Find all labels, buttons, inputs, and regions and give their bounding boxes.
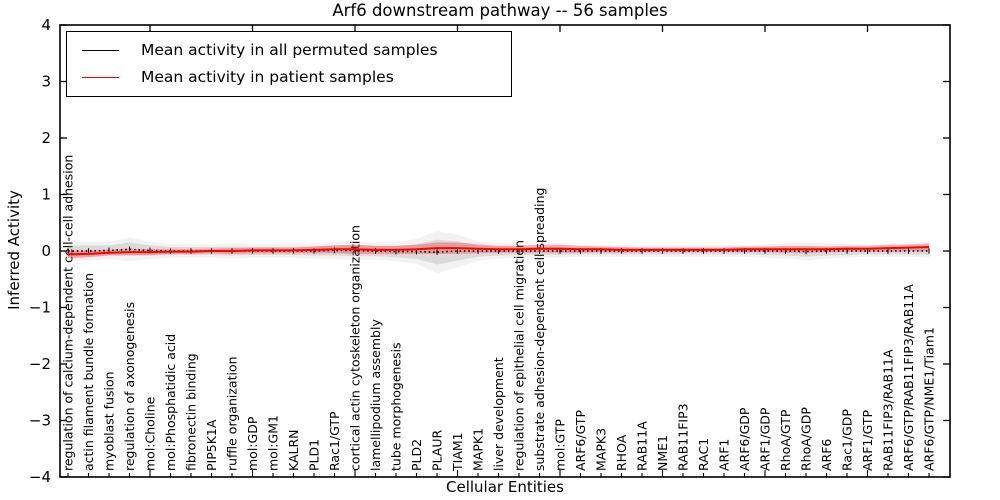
entity-label: RAB11FIP3/RAB11A (881, 349, 896, 471)
x-axis-label: Cellular Entities (446, 478, 564, 496)
entity-label: MAPK3 (594, 428, 609, 471)
entity-label: ARF1/GDP (758, 407, 773, 471)
entity-label: ARF6/GTP/RAB11FIP3/RAB11A (901, 284, 916, 471)
entity-label: RAB11FIP3 (676, 403, 691, 471)
y-axis-label: Inferred Activity (5, 190, 23, 310)
y-tick-label: 3 (41, 73, 51, 91)
y-tick-label: −3 (29, 412, 51, 430)
entity-label: regulation of epithelial cell migration (512, 240, 527, 471)
entity-label: mol:Phosphatidic acid (163, 334, 178, 471)
entity-label: ARF6 (819, 439, 834, 471)
entity-label: RAC1 (696, 438, 711, 471)
entity-label: liver development (491, 357, 506, 471)
entity-label: cortical actin cytoskeleton organization (348, 225, 363, 471)
entity-label: ARF1 (717, 439, 732, 471)
entity-label: PLAUR (430, 430, 445, 471)
legend-line-red-icon (82, 76, 119, 78)
entity-label: RhoA/GDP (799, 407, 814, 471)
entity-label: regulation of axonogenesis (122, 302, 137, 471)
legend-entry-patient: Mean activity in patient samples (67, 67, 511, 86)
entity-label: mol:Choline (143, 396, 158, 471)
entity-label: Rac1/GTP (327, 411, 342, 471)
entity-label: substrate adhesion-dependent cell spread… (532, 188, 547, 471)
entity-label: NME1 (655, 435, 670, 471)
y-tick-label: −1 (29, 299, 51, 317)
y-tick-label: −4 (29, 468, 51, 486)
entity-label: ARF1/GTP (860, 410, 875, 471)
entity-label: KALRN (286, 429, 301, 471)
entity-label: RhoA/GTP (778, 409, 793, 471)
y-tick-label: 1 (41, 186, 51, 204)
y-tick-label: 4 (41, 16, 51, 34)
entity-label: fibronectin binding (184, 353, 199, 471)
entity-label: mol:GDP (245, 416, 260, 471)
legend: Mean activity in all permuted samples Me… (66, 31, 512, 97)
entity-label: mol:GM1 (266, 415, 281, 471)
entity-label: PLD1 (307, 439, 322, 471)
chart-title: Arf6 downstream pathway -- 56 samples (332, 1, 668, 20)
entity-label: myoblast fusion (102, 371, 117, 471)
legend-label-permuted: Mean activity in all permuted samples (141, 41, 438, 59)
entity-label: lamellipodium assembly (368, 319, 383, 471)
entity-label: ARF6/GTP/NME1/Tiam1 (922, 327, 937, 471)
entity-label: actin filament bundle formation (81, 273, 96, 471)
entity-label: ARF6/GDP (737, 407, 752, 471)
entity-label: tube morphogenesis (389, 342, 404, 471)
entity-label: mol:GTP (553, 419, 568, 471)
entity-label: PIP5K1A (204, 419, 219, 471)
entity-label: RHOA (614, 434, 629, 471)
entity-label: PLD2 (409, 439, 424, 471)
y-tick-label: 2 (41, 129, 51, 147)
entity-label: TIAM1 (450, 432, 465, 472)
entity-label: ruffle organization (225, 356, 240, 471)
entity-label: RAB11A (635, 421, 650, 471)
legend-line-black-icon (82, 50, 119, 52)
legend-label-patient: Mean activity in patient samples (141, 67, 394, 86)
y-tick-label: 0 (41, 242, 51, 260)
patient-mean-line (67, 246, 930, 256)
entity-label: Rac1/GDP (840, 409, 855, 471)
legend-entry-permuted: Mean activity in all permuted samples (67, 41, 511, 59)
entity-label: ARF6/GTP (573, 410, 588, 471)
entity-label: regulation of calcium-dependent cell-cel… (61, 155, 76, 471)
y-tick-label: −2 (29, 355, 51, 373)
entity-label: MAPK1 (471, 428, 486, 471)
